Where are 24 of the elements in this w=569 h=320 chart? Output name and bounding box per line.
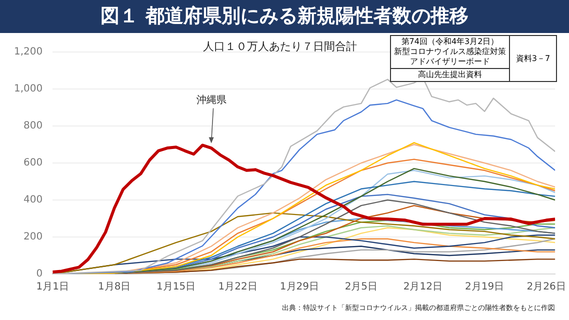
x-tick-label: 2月26日 (526, 282, 566, 293)
y-tick-label: 600 (24, 158, 43, 169)
x-tick-label: 2月12日 (403, 282, 442, 293)
x-tick-label: 2月5日 (344, 282, 378, 293)
y-tick-label: 1,000 (14, 84, 43, 95)
annotation: 新型コロナウイルス感染症対策 (394, 47, 506, 56)
chart-subtitle: 人口１０万人あたり７日間合計 (203, 40, 357, 53)
x-tick-label: 2月19日 (465, 282, 504, 293)
y-tick-label: 400 (24, 194, 43, 206)
annotation: アドバイザリーボード (410, 57, 490, 66)
x-tick-label: 1月29日 (280, 282, 320, 293)
y-tick-label: 200 (24, 232, 43, 243)
y-tick-label: 800 (24, 120, 43, 132)
annotation: 資料3－7 (510, 36, 556, 82)
x-tick-label: 1月1日 (36, 282, 69, 293)
text: 第74回（令和4年3月2日） (401, 37, 499, 46)
annotation: 高山先生提出資料 (390, 68, 510, 82)
y-tick-label: 1,200 (14, 46, 43, 58)
x-tick-label: 1月22日 (218, 282, 258, 293)
x-tick-label: 1月8日 (98, 282, 131, 293)
x-tick-label: 1月15日 (156, 282, 196, 293)
annotation: 沖縄県 (196, 94, 226, 106)
chart-title: 図１ 都道府県別にみる新規陽性者数の推移 (0, 0, 569, 33)
y-tick-label: 0 (36, 268, 43, 280)
